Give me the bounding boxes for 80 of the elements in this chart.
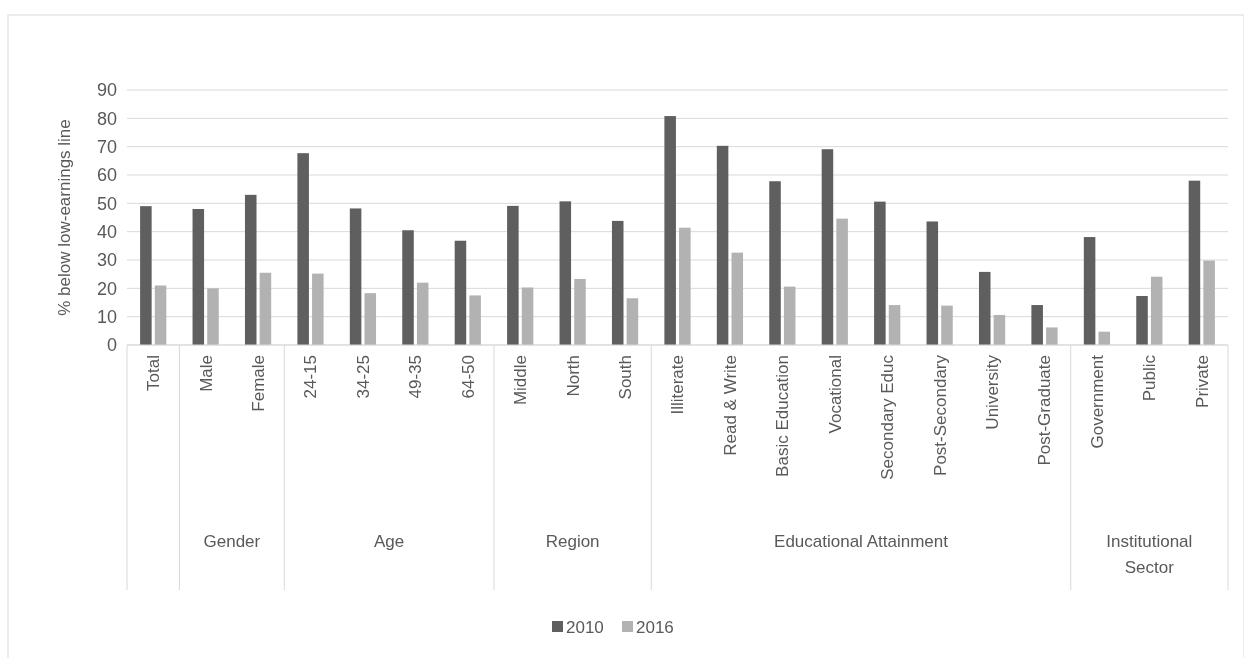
bar	[297, 153, 309, 345]
text: Institutional Sector	[1106, 532, 1193, 577]
x-tick-label: 34-25	[353, 355, 373, 399]
bar	[716, 145, 729, 345]
bar	[454, 240, 467, 345]
x-tick-label: Middle	[511, 355, 531, 406]
bar	[926, 221, 939, 345]
bar	[402, 230, 414, 345]
bar	[259, 272, 272, 345]
x-tick-label: University	[983, 354, 1003, 430]
bar	[1031, 305, 1043, 345]
text: Educational Attainment	[774, 532, 949, 551]
x-tick-label: Read & Write	[720, 355, 740, 456]
legend-label: 2016	[636, 617, 674, 637]
bar	[1150, 276, 1163, 345]
x-tick-label: Post-Graduate	[1035, 355, 1055, 466]
bar	[507, 205, 519, 345]
bar	[664, 116, 676, 345]
bar	[574, 278, 586, 345]
bar	[1083, 237, 1096, 345]
legend-label: 2010	[566, 617, 604, 637]
bar	[469, 295, 481, 345]
bar	[836, 218, 848, 345]
x-tick-label: Private	[1192, 355, 1212, 408]
x-tick-label: Government	[1087, 354, 1107, 449]
bar	[1046, 327, 1058, 345]
bar	[312, 273, 324, 345]
bar	[192, 209, 205, 345]
bar	[888, 305, 901, 345]
bar	[821, 149, 834, 345]
text: Gender	[203, 532, 261, 551]
bar	[207, 288, 219, 345]
x-tick-label: Female	[249, 355, 269, 412]
bar	[1188, 180, 1201, 345]
bar	[626, 298, 639, 345]
bar	[1203, 260, 1215, 345]
text: Region	[545, 532, 600, 551]
y-tick-label: 80	[96, 108, 117, 129]
y-tick-label: 70	[96, 136, 117, 157]
x-tick-label: Total	[144, 355, 164, 391]
y-tick-label: 10	[96, 306, 117, 327]
x-tick-label: North	[563, 355, 583, 397]
bar	[154, 285, 167, 345]
bar	[783, 286, 796, 345]
bar	[416, 282, 429, 345]
x-tick-label: Post-Secondary	[930, 354, 950, 476]
bar	[559, 201, 572, 345]
y-tick-label: 60	[96, 165, 117, 186]
x-tick-label: Illiterate	[668, 355, 688, 415]
bar	[679, 227, 691, 345]
bar	[769, 181, 781, 345]
bar	[874, 201, 886, 345]
bar	[1136, 295, 1148, 345]
x-tick-label: South	[616, 355, 636, 400]
x-tick-label: 49-35	[406, 355, 426, 399]
bar	[244, 194, 257, 345]
bar	[521, 287, 534, 345]
y-tick-label: 40	[96, 221, 117, 242]
y-axis-title: % below low-earnings line	[55, 119, 74, 316]
bar	[978, 271, 991, 345]
bar	[731, 252, 744, 345]
x-tick-label: Public	[1140, 354, 1160, 402]
x-tick-label: Male	[196, 355, 216, 392]
bar	[941, 305, 953, 345]
bar	[140, 206, 152, 345]
y-tick-label: 20	[96, 278, 117, 299]
x-tick-label: Vocational	[825, 355, 845, 434]
bar	[349, 208, 362, 345]
y-tick-label: 90	[96, 80, 117, 101]
y-tick-label: 30	[96, 250, 117, 271]
text: Age	[374, 532, 405, 551]
bar	[993, 314, 1006, 345]
x-tick-label: Basic Education	[773, 355, 793, 477]
bar	[611, 220, 624, 345]
bar	[364, 293, 377, 345]
x-tick-label: 24-15	[301, 355, 321, 399]
x-tick-label: 64-50	[458, 355, 478, 399]
y-tick-label: 0	[106, 335, 117, 356]
x-tick-label: Secondary Educ	[878, 354, 898, 480]
y-tick-label: 50	[96, 193, 117, 214]
